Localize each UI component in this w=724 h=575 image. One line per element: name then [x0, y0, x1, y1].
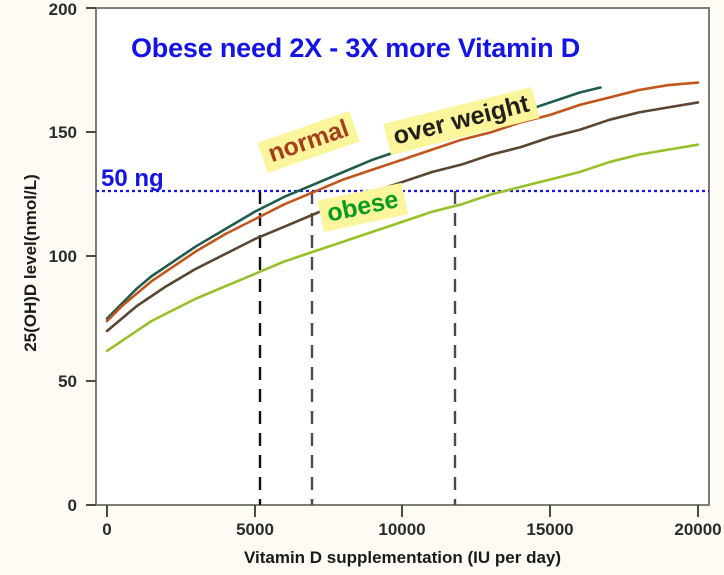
y-axis-title: 25(OH)D level(nmol/L): [21, 174, 40, 352]
y-axis-ticks: [86, 7, 96, 506]
plot-area-background: [96, 8, 709, 505]
x-tick-label-10000: 10000: [378, 520, 426, 539]
y-tick-label-150: 150: [48, 123, 77, 142]
y-tick-label-0: 0: [67, 496, 77, 515]
y-tick-label-50: 50: [58, 372, 77, 391]
curve-normal: [105, 81, 700, 323]
x-tick-label-15000: 15000: [526, 520, 574, 539]
chart-title: Obese need 2X - 3X more Vitamin D: [131, 33, 581, 63]
x-axis-title: Vitamin D supplementation (IU per day): [243, 548, 562, 567]
y-tick-label-100: 100: [48, 247, 77, 266]
x-tick-label-20000: 20000: [674, 520, 722, 539]
x-tick-label-5000: 5000: [236, 520, 274, 539]
x-tick-label-0: 0: [102, 520, 112, 539]
x-axis-ticks: [106, 505, 699, 517]
y-tick-label-200: 200: [48, 0, 77, 19]
vertical-marker-lines: [258, 191, 457, 505]
threshold-label-50ng: 50 ng: [101, 165, 164, 192]
curve-obese: [105, 143, 700, 353]
